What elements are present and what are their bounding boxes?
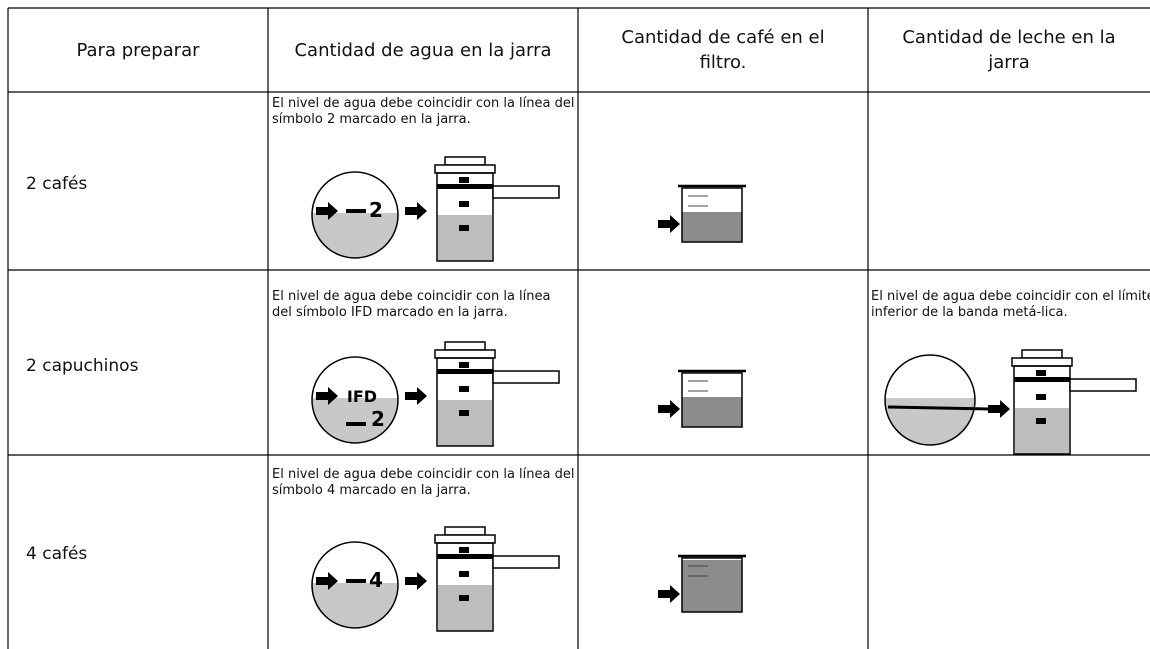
arrow-icon bbox=[405, 202, 427, 220]
level-symbol: 2 bbox=[371, 407, 385, 431]
jug-body bbox=[436, 172, 494, 262]
beaker bbox=[681, 187, 743, 243]
jug-mark bbox=[459, 571, 469, 577]
jug-body bbox=[436, 542, 494, 632]
magnifier-circle bbox=[311, 171, 399, 259]
jug-mark bbox=[459, 386, 469, 392]
arrow-icon bbox=[316, 572, 338, 590]
header-cell: Cantidad de leche en la jarra bbox=[902, 27, 1116, 73]
jug-handle bbox=[1069, 378, 1137, 392]
jug-fill bbox=[1015, 408, 1069, 454]
water-note: El nivel de agua debe coincidir con la l… bbox=[272, 96, 575, 127]
level-line bbox=[887, 405, 991, 411]
jug-mark bbox=[459, 225, 469, 231]
beaker-fill bbox=[682, 397, 742, 427]
jug-handle bbox=[492, 370, 560, 384]
jug-top bbox=[1011, 357, 1073, 367]
arrow-icon bbox=[405, 387, 427, 405]
jug-top bbox=[434, 349, 496, 359]
header-cell: Cantidad de agua en la jarra bbox=[294, 39, 552, 61]
jug-body bbox=[1013, 365, 1071, 455]
row-label: 4 cafés bbox=[26, 544, 88, 564]
row-label: 2 cafés bbox=[26, 174, 88, 194]
jug-mark bbox=[459, 547, 469, 553]
jug-mark bbox=[459, 410, 469, 416]
jug-band bbox=[1014, 377, 1070, 382]
arrow-icon bbox=[988, 400, 1010, 418]
jug-lid bbox=[1021, 349, 1063, 359]
arrow-icon bbox=[316, 387, 338, 405]
row-label: 2 capuchinos bbox=[26, 356, 139, 376]
jug-mark bbox=[459, 177, 469, 183]
header-cell: Para preparar bbox=[76, 39, 200, 61]
jug-handle bbox=[492, 185, 560, 199]
jug-handle bbox=[492, 555, 560, 569]
arrow-icon bbox=[658, 215, 680, 233]
arrow-icon bbox=[658, 400, 680, 418]
jug-lid bbox=[444, 526, 486, 536]
jug-fill bbox=[438, 215, 492, 261]
beaker bbox=[681, 372, 743, 428]
arrow-icon bbox=[405, 572, 427, 590]
jug-mark bbox=[459, 201, 469, 207]
jug-body bbox=[436, 357, 494, 447]
magnifier-circle bbox=[311, 356, 399, 444]
beaker bbox=[681, 557, 743, 613]
jug-mark bbox=[459, 595, 469, 601]
jug-band bbox=[437, 554, 493, 559]
jug-fill bbox=[438, 585, 492, 631]
circle-fill bbox=[312, 583, 398, 628]
jug-band bbox=[437, 369, 493, 374]
level-symbol: IFD bbox=[347, 387, 377, 406]
jug-fill bbox=[438, 400, 492, 446]
beaker-fill bbox=[682, 560, 742, 612]
circle-fill bbox=[312, 213, 398, 258]
level-symbol: 4 bbox=[369, 568, 383, 592]
arrow-icon bbox=[658, 585, 680, 603]
jug-lid bbox=[444, 341, 486, 351]
water-note: El nivel de agua debe coincidir con la l… bbox=[272, 467, 575, 498]
beaker-fill bbox=[682, 212, 742, 242]
arrow-icon bbox=[316, 202, 338, 220]
level-symbol: 2 bbox=[369, 198, 383, 222]
jug-mark bbox=[1036, 370, 1046, 376]
water-note: El nivel de agua debe coincidir con la l… bbox=[272, 289, 551, 320]
circle-fill bbox=[312, 398, 398, 443]
jug-top bbox=[434, 534, 496, 544]
milk-note: El nivel de agua debe coincidir con el l… bbox=[871, 289, 1150, 320]
magnifier-circle bbox=[884, 354, 976, 446]
jug-band bbox=[437, 184, 493, 189]
magnifier-circle bbox=[311, 541, 399, 629]
jug-mark bbox=[1036, 394, 1046, 400]
jug-mark bbox=[1036, 418, 1046, 424]
jug-lid bbox=[444, 156, 486, 166]
jug-mark bbox=[459, 362, 469, 368]
header-cell: Cantidad de café en el filtro. bbox=[621, 27, 825, 73]
jug-top bbox=[434, 164, 496, 174]
